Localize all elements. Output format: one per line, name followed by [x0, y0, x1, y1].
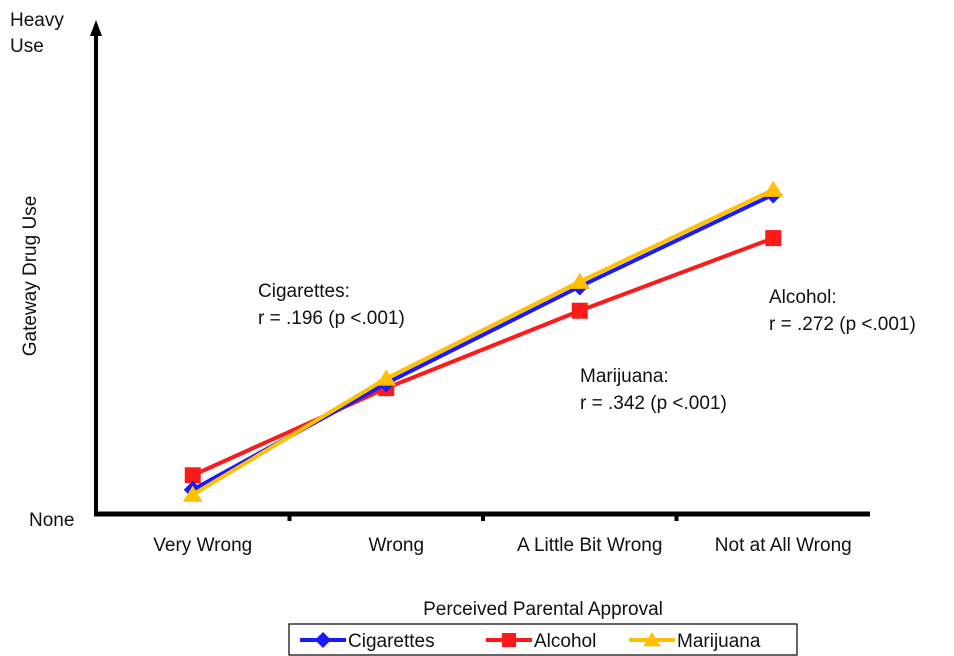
annotation-text: r = .196 (p <.001) [258, 308, 405, 329]
series-marijuana [182, 180, 784, 502]
legend-label: Marijuana [677, 631, 761, 652]
data-point [569, 272, 590, 289]
x-axis-title: Perceived Parental Approval [423, 599, 663, 620]
data-point [763, 180, 784, 197]
legend-item-alcohol: Alcohol [486, 631, 596, 652]
legend-items: Cigarettes Alcohol Marijuana [300, 631, 761, 652]
series-line [191, 187, 775, 497]
legend-marker [643, 632, 661, 647]
annotation-text: Marijuana: [580, 366, 669, 387]
annotation-text: Alcohol: [769, 287, 837, 308]
x-tick-label: Wrong [368, 535, 424, 556]
legend-marker [502, 633, 516, 647]
y-tick-top-line2: Use [10, 36, 44, 57]
series-line [191, 236, 774, 478]
legend-label: Cigarettes [348, 631, 435, 652]
x-tick-label: Very Wrong [153, 535, 252, 556]
series-layer [182, 180, 784, 502]
data-point [571, 302, 588, 319]
y-axis-title: Gateway Drug Use [20, 196, 41, 357]
data-point [765, 230, 782, 247]
annotation-text: Cigarettes: [258, 281, 350, 302]
legend-item-cigarettes: Cigarettes [300, 631, 435, 652]
data-point [182, 485, 203, 502]
data-point [376, 369, 397, 386]
data-point [184, 467, 201, 484]
annotations: Cigarettes: r = .196 (p <.001) Alcohol: r =… [258, 281, 916, 414]
x-tick-label: Not at All Wrong [715, 535, 852, 556]
legend: Cigarettes Alcohol Marijuana [288, 623, 798, 656]
series-line [191, 192, 775, 492]
legend-marker [315, 632, 331, 648]
x-tick-labels: Very Wrong Wrong A Little Bit Wrong Not at … [153, 535, 851, 556]
annotation-text: r = .342 (p <.001) [580, 393, 727, 414]
legend-box [288, 623, 798, 656]
series-cigarettes [183, 185, 783, 499]
y-tick-top-line1: Heavy [10, 10, 64, 31]
x-tick-label: A Little Bit Wrong [517, 535, 662, 556]
y-axis-arrow-icon [90, 20, 102, 36]
annotation-text: r = .272 (p <.001) [769, 314, 916, 335]
x-ticks [287, 514, 679, 521]
legend-label: Alcohol [534, 631, 596, 652]
y-tick-bottom: None [29, 510, 74, 531]
legend-item-marijuana: Marijuana [629, 631, 761, 652]
